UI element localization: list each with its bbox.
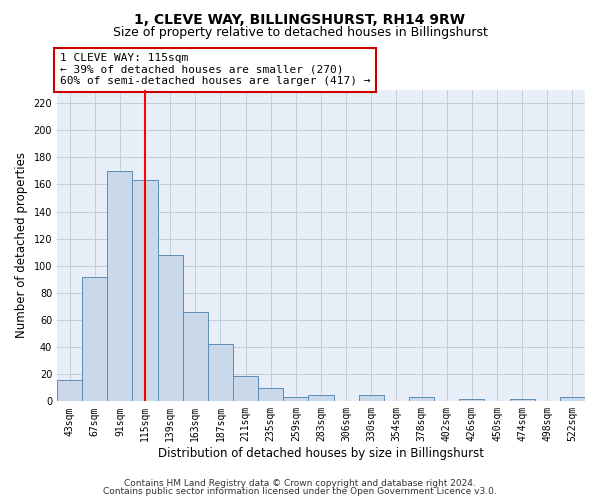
Bar [459,398,484,402]
Text: Contains HM Land Registry data © Crown copyright and database right 2024.: Contains HM Land Registry data © Crown c… [124,478,476,488]
Bar [283,398,308,402]
Bar [258,388,283,402]
Text: Contains public sector information licensed under the Open Government Licence v3: Contains public sector information licen… [103,487,497,496]
Bar [133,180,158,402]
Y-axis label: Number of detached properties: Number of detached properties [15,152,28,338]
Bar [409,398,434,402]
Bar [183,312,208,402]
X-axis label: Distribution of detached houses by size in Billingshurst: Distribution of detached houses by size … [158,447,484,460]
Text: 1, CLEVE WAY, BILLINGSHURST, RH14 9RW: 1, CLEVE WAY, BILLINGSHURST, RH14 9RW [134,12,466,26]
Bar [509,398,535,402]
Bar [308,394,334,402]
Text: Size of property relative to detached houses in Billingshurst: Size of property relative to detached ho… [113,26,487,39]
Bar [107,171,133,402]
Bar [158,255,183,402]
Bar [57,380,82,402]
Bar [560,398,585,402]
Text: 1 CLEVE WAY: 115sqm
← 39% of detached houses are smaller (270)
60% of semi-detac: 1 CLEVE WAY: 115sqm ← 39% of detached ho… [59,53,370,86]
Bar [82,276,107,402]
Bar [208,344,233,402]
Bar [359,394,384,402]
Bar [233,376,258,402]
